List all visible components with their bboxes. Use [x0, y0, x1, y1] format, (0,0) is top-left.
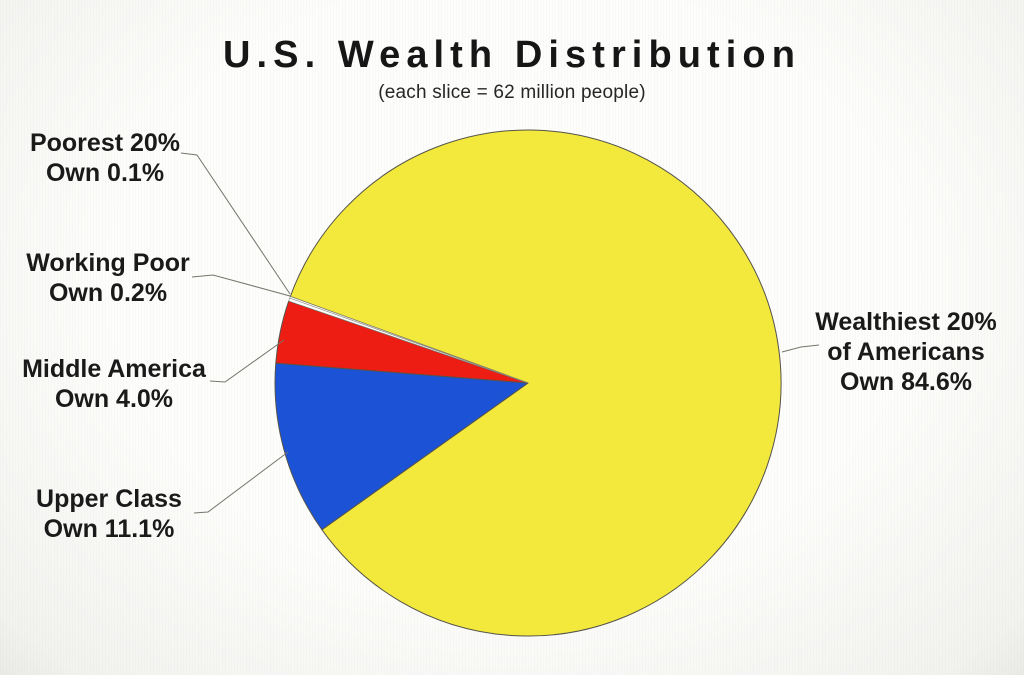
callout-wealthiest-20-line3: Own 84.6%: [840, 368, 972, 396]
leader-line-working-poor: [191, 274, 291, 297]
callout-working-poor-line2: Own 0.2%: [48, 279, 168, 307]
leader-line-middle-america: [209, 339, 285, 383]
callout-working-poor: Working Poor Own 0.2%: [26, 248, 189, 308]
callout-middle-america-line2: Own 4.0%: [54, 385, 174, 413]
leader-line-poorest: [180, 152, 291, 295]
chart-title: U.S. Wealth Distribution: [222, 34, 801, 76]
callout-poorest-20-line2: Own 0.1%: [45, 159, 165, 187]
leader-lines: [180, 152, 820, 514]
pie-slice-upper-class: [274, 362, 529, 531]
callout-upper-class-line2: Own 11.1%: [43, 515, 175, 543]
callout-wealthiest-20: Wealthiest 20% of Americans Own 84.6%: [815, 307, 997, 397]
pie-slice-poorest-20: [289, 296, 529, 384]
callout-poorest-20-line1: Poorest 20%: [29, 129, 181, 157]
callout-working-poor-line1: Working Poor: [26, 249, 190, 277]
callout-wealthiest-20-line1: Wealthiest 20%: [815, 308, 997, 336]
pie-slice-wealthiest-20-of-americans: [289, 129, 782, 637]
callout-upper-class-line1: Upper Class: [36, 485, 182, 513]
pie-slices: [274, 129, 782, 637]
chart-subtitle: (each slice = 62 million people): [378, 82, 646, 103]
callout-middle-america: Middle America Own 4.0%: [22, 354, 206, 414]
callout-upper-class: Upper Class Own 11.1%: [36, 484, 182, 544]
callout-wealthiest-20-line2: of Americans: [827, 338, 985, 366]
callout-poorest-20: Poorest 20% Own 0.1%: [30, 128, 180, 188]
leader-line-upper-class: [193, 451, 289, 514]
callout-middle-america-line1: Middle America: [22, 355, 206, 383]
leader-line-wealthiest: [781, 344, 820, 353]
